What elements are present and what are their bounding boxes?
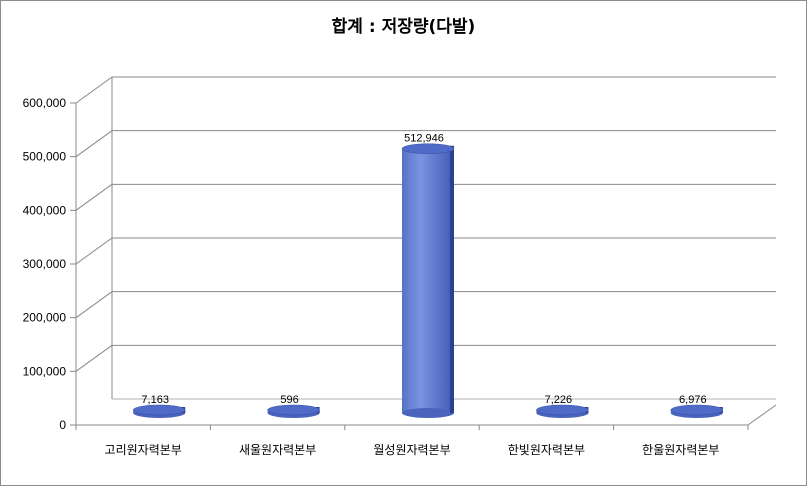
bar bbox=[670, 404, 724, 418]
floor-right-edge bbox=[747, 404, 777, 426]
gridline-diagonal bbox=[75, 344, 113, 372]
y-tick-label: 600,000 bbox=[23, 96, 67, 110]
bar bbox=[536, 404, 589, 418]
gridline-diagonal bbox=[75, 183, 113, 211]
y-tick-label: 0 bbox=[59, 418, 66, 432]
bar-side bbox=[450, 145, 454, 413]
data-label: 512,946 bbox=[404, 133, 444, 145]
y-tick-label: 200,000 bbox=[23, 311, 67, 325]
bar-top bbox=[536, 404, 589, 416]
data-label: 7,226 bbox=[545, 394, 573, 406]
chart-title: 합계 : 저장량(다발) bbox=[331, 17, 476, 37]
bar-top bbox=[132, 404, 186, 416]
bar-bottom bbox=[402, 408, 454, 418]
x-tick-label: 월성원자력본부 bbox=[373, 443, 450, 457]
gridline-diagonal bbox=[75, 130, 113, 158]
x-tick-label: 고리원자력본부 bbox=[105, 443, 182, 457]
data-label: 596 bbox=[280, 394, 298, 406]
gridline-diagonal bbox=[75, 237, 113, 265]
bar-top bbox=[401, 143, 455, 154]
y-tick-label: 300,000 bbox=[23, 257, 67, 271]
bar bbox=[401, 143, 455, 418]
bar-top bbox=[267, 404, 320, 416]
x-tick-label: 새울원자력본부 bbox=[239, 443, 316, 457]
y-tick-label: 400,000 bbox=[23, 203, 67, 217]
x-tick-label: 한울원자력본부 bbox=[642, 443, 719, 457]
gridline-diagonal bbox=[75, 291, 113, 319]
bar-top bbox=[670, 404, 724, 416]
y-tick-label: 100,000 bbox=[23, 364, 67, 378]
x-tick-label: 한빛원자력본부 bbox=[508, 443, 585, 457]
y-tick-label: 500,000 bbox=[23, 150, 67, 164]
data-label: 7,163 bbox=[141, 394, 169, 406]
bar bbox=[132, 404, 186, 418]
gridline-diagonal bbox=[75, 76, 113, 104]
bar-body bbox=[402, 148, 454, 413]
bar bbox=[267, 404, 320, 418]
data-label: 6,976 bbox=[679, 394, 707, 406]
